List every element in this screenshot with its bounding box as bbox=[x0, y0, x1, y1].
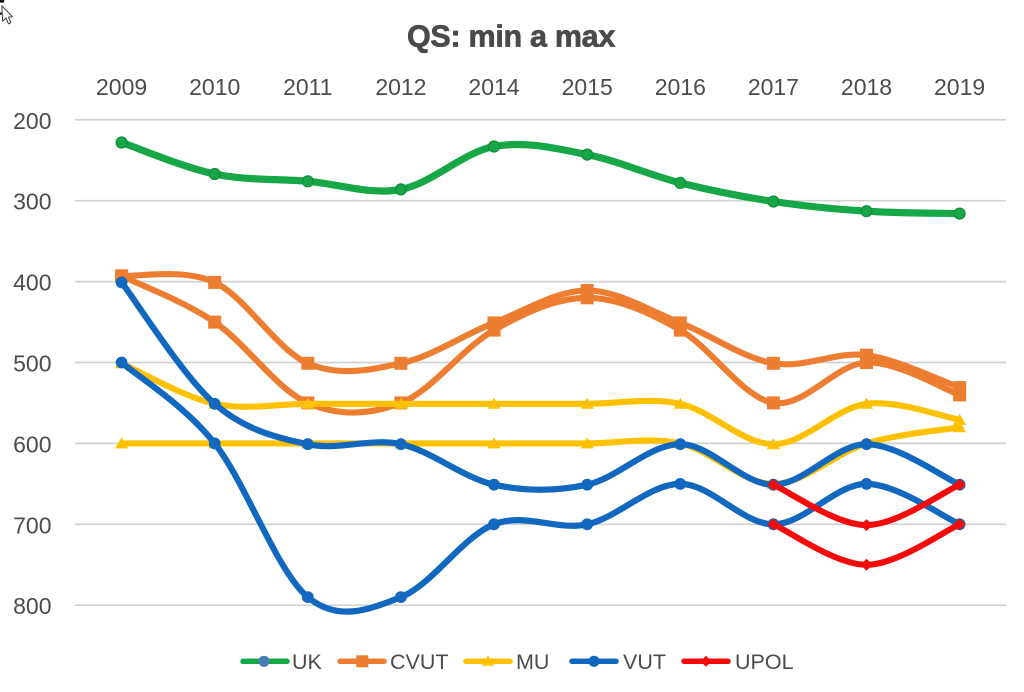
svg-text:2019: 2019 bbox=[934, 74, 985, 100]
svg-text:200: 200 bbox=[13, 108, 51, 134]
svg-text:300: 300 bbox=[13, 189, 51, 215]
svg-text:500: 500 bbox=[13, 351, 51, 377]
svg-text:CVUT: CVUT bbox=[390, 650, 449, 674]
svg-text:2012: 2012 bbox=[375, 74, 426, 100]
svg-text:2009: 2009 bbox=[96, 74, 147, 100]
svg-text:2015: 2015 bbox=[562, 74, 613, 100]
svg-text:UPOL: UPOL bbox=[735, 650, 794, 674]
svg-text:MU: MU bbox=[516, 650, 549, 674]
svg-text:800: 800 bbox=[13, 593, 51, 619]
svg-text:2011: 2011 bbox=[283, 74, 332, 100]
svg-text:2016: 2016 bbox=[655, 74, 706, 100]
svg-text:VUT: VUT bbox=[623, 650, 666, 674]
svg-text:2014: 2014 bbox=[468, 74, 519, 100]
svg-text:2010: 2010 bbox=[189, 74, 240, 100]
svg-text:QS: min a max: QS: min a max bbox=[407, 20, 615, 54]
svg-text:2017: 2017 bbox=[748, 74, 799, 100]
svg-text:UK: UK bbox=[292, 650, 323, 674]
svg-text:600: 600 bbox=[13, 431, 51, 457]
svg-text:700: 700 bbox=[13, 512, 51, 538]
svg-text:2018: 2018 bbox=[841, 74, 892, 100]
svg-text:400: 400 bbox=[13, 270, 51, 296]
